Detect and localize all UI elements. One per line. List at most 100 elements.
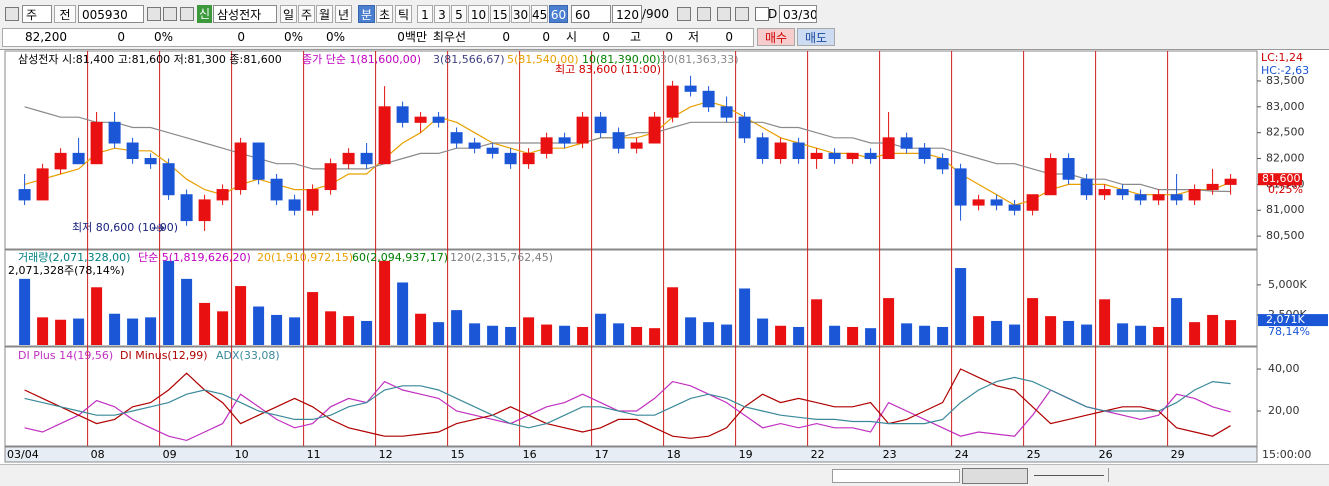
candle-body (702, 90, 715, 108)
interval-button[interactable]: 5 (451, 5, 467, 23)
volume-bar (649, 328, 661, 345)
tool-icon[interactable] (677, 7, 691, 21)
legend-entry: 5(81,540,00) (507, 53, 579, 66)
candle-body (576, 116, 589, 144)
period-button[interactable]: 분 (358, 5, 375, 23)
candle-body (900, 137, 913, 149)
interval-button[interactable]: 30 (511, 5, 530, 23)
candle-body (522, 152, 535, 165)
tool-icon[interactable] (147, 7, 161, 21)
interval-button[interactable]: 3 (434, 5, 450, 23)
info-field: 시 (565, 30, 577, 44)
candle-body (198, 199, 211, 222)
volume-bar (343, 316, 355, 345)
period-button[interactable]: 일 (280, 5, 297, 23)
name-input[interactable]: 삼성전자 (213, 5, 277, 23)
zoom-slider[interactable] (1034, 475, 1104, 476)
legend-entry: 3(81,566,67) (433, 53, 505, 66)
volume-title: 거래량(2,071,328,00) (18, 251, 130, 264)
tool-icon[interactable] (180, 7, 194, 21)
x-tick-label: 29 (1171, 448, 1185, 461)
info-field: 0 (117, 30, 125, 44)
tool-icon[interactable] (717, 7, 731, 21)
candle-body (990, 199, 1003, 206)
market-select[interactable]: 주 (22, 5, 52, 23)
info-field: 0 (602, 30, 610, 44)
info-background (2, 28, 754, 47)
candle-body (288, 199, 301, 211)
candle-body (612, 132, 625, 149)
scroll-buttons[interactable] (962, 468, 1028, 484)
volume-bar (775, 325, 787, 345)
tool-icon[interactable] (163, 7, 177, 21)
volume-bar (1009, 324, 1021, 345)
buy-button[interactable]: 매수 (757, 28, 795, 46)
period-button[interactable]: 월 (316, 5, 333, 23)
candle-body (540, 137, 553, 154)
interval-button[interactable]: 15 (490, 5, 510, 23)
y-tick-label: 20,00 (1268, 404, 1300, 417)
interval-button[interactable]: 60 (549, 5, 568, 23)
volume-bar (145, 317, 157, 345)
volume-bar (199, 302, 211, 345)
volume-bar (703, 322, 715, 345)
checkbox[interactable] (755, 7, 769, 21)
toolbar-icon[interactable] (5, 7, 19, 21)
volume-bar (1153, 326, 1165, 345)
candle-body (414, 116, 427, 123)
candle-body (126, 142, 139, 160)
y-tick-label: 82,500 (1266, 126, 1305, 139)
volume-bar (19, 278, 31, 345)
candle-body (954, 168, 967, 206)
legend-entry: 30(81,363,33) (660, 53, 739, 66)
current-price: 81,600 (1262, 172, 1301, 185)
volume-bar (721, 324, 733, 345)
candle-body (648, 116, 661, 144)
volume-bar (127, 318, 139, 345)
interval-button[interactable]: 10 (468, 5, 489, 23)
info-field: 고 (629, 30, 641, 44)
candle-body (486, 147, 499, 154)
count-input[interactable]: 120 (612, 5, 642, 23)
candle-body (1134, 194, 1147, 201)
period-button[interactable]: 틱 (395, 5, 412, 23)
period-button[interactable]: 주 (298, 5, 315, 23)
prev-button[interactable]: 전 (54, 5, 76, 23)
volume-bar (613, 323, 625, 345)
x-tick-label: 11 (307, 448, 321, 461)
x-tick-label: 16 (523, 448, 537, 461)
volume-bar (1117, 323, 1129, 345)
info-field: 0 (725, 30, 733, 44)
volume-bar (919, 325, 931, 345)
legend-entry: DI Plus 14(19,56) (18, 349, 113, 362)
volume-bar (631, 326, 643, 345)
tool-icon[interactable] (735, 7, 749, 21)
volume-bar (1081, 324, 1093, 345)
interval-button[interactable]: 45 (531, 5, 548, 23)
tool-icon[interactable] (697, 7, 711, 21)
volume-bar (667, 287, 679, 345)
period-button[interactable]: 년 (335, 5, 352, 23)
y-tick-label: 80,500 (1266, 229, 1305, 242)
sell-button[interactable]: 매도 (797, 28, 835, 46)
volume-bar (253, 306, 265, 345)
interval-select[interactable]: 60 (571, 5, 611, 23)
scroll-track[interactable] (832, 469, 960, 483)
candle-body (792, 142, 805, 160)
code-input[interactable]: 005930 (78, 5, 144, 23)
candle-body (846, 152, 859, 160)
legend-entry: 단순 5(1,819,626,20) (138, 251, 251, 264)
x-tick-label: 24 (955, 448, 969, 461)
candle-body (756, 137, 769, 160)
volume-bar (73, 318, 85, 345)
view-buttons[interactable] (1108, 468, 1325, 482)
candle-body (810, 152, 823, 160)
info-field: 저 (687, 30, 699, 44)
interval-button[interactable]: 1 (417, 5, 433, 23)
period-button[interactable]: 초 (376, 5, 393, 23)
date-input[interactable]: 03/30 (779, 5, 817, 23)
candle-body (720, 106, 733, 118)
volume-bar (109, 313, 121, 345)
volume-bar (361, 320, 373, 345)
